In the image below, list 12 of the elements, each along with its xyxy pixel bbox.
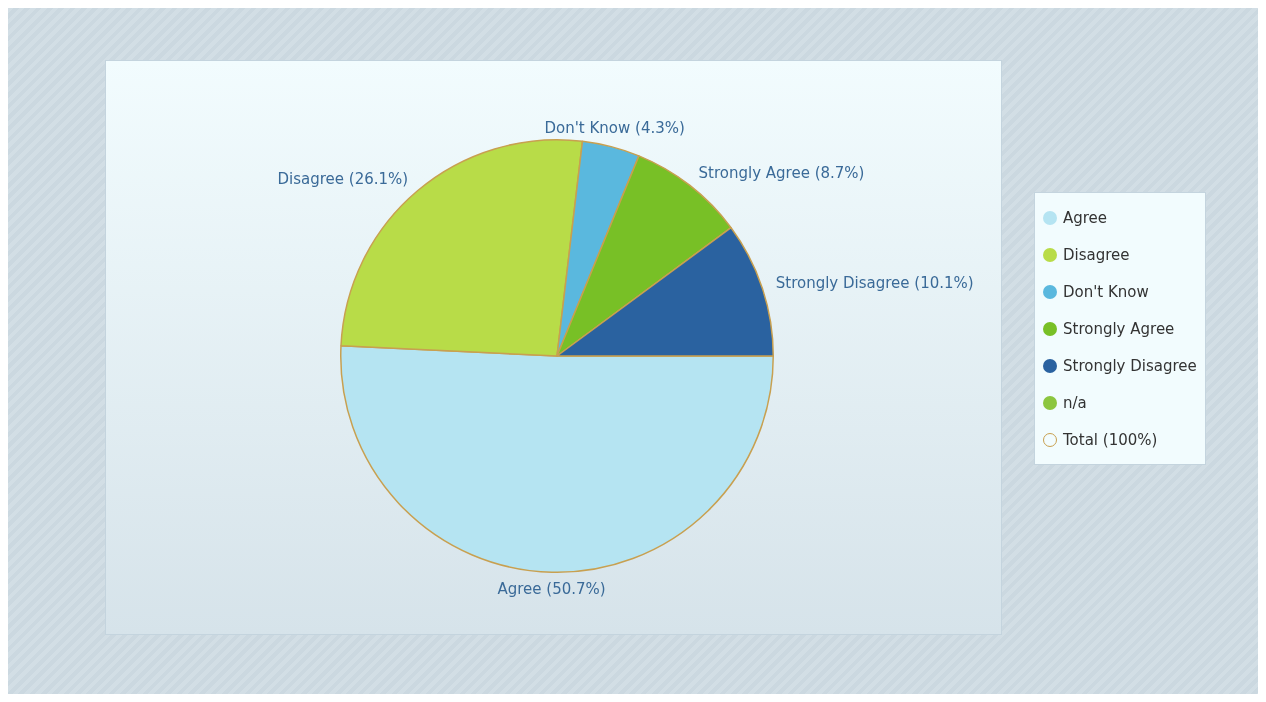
legend-label: Strongly Disagree xyxy=(1063,356,1197,375)
data-label: Disagree (26.1%) xyxy=(277,170,409,189)
legend-label: n/a xyxy=(1063,393,1087,412)
legend-label: Agree xyxy=(1063,208,1108,227)
text: Total (100%) xyxy=(1063,430,1158,449)
data-label: Don't Know (4.3%) xyxy=(544,119,685,138)
data-label: Strongly Disagree (10.1%) xyxy=(775,273,974,292)
data-label: Strongly Agree (8.7%) xyxy=(698,164,865,183)
legend-label: Don't Know xyxy=(1063,282,1149,301)
legend-label: Strongly Agree xyxy=(1063,319,1175,338)
legend-label: Disagree xyxy=(1063,245,1130,264)
data-label: Agree (50.7%) xyxy=(497,580,606,599)
